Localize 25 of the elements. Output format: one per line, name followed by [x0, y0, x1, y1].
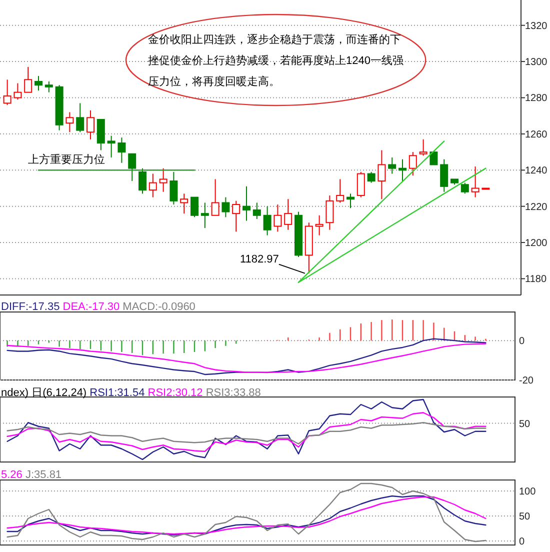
text: DIFF:-17.35	[1, 300, 63, 313]
y-tick-label: -20	[519, 376, 534, 386]
y-tick-label: 1220	[525, 202, 548, 213]
y-tick-label: 100	[519, 486, 536, 498]
text: 5.26	[1, 468, 26, 481]
y-tick-label: 1180	[525, 274, 547, 286]
annotation: 上方重要压力位	[28, 153, 105, 166]
text: 1182.97	[240, 253, 279, 266]
annotation: 金价收阳止四连跌，逐步企稳趋于震荡，而连番的下挫促使金价上行趋势减缓，若能再度站上1240一线强压力位，将再度回暖走高。	[148, 33, 404, 88]
text: RSI3:33.88	[206, 386, 261, 399]
y-tick-label: 1300	[525, 57, 548, 68]
y-tick-label: 1320	[525, 20, 548, 32]
chart-title: ndex) 日(6,12,24)	[1, 386, 90, 399]
y-tick-label: 1200	[525, 238, 548, 250]
text: MACD:-0.0960	[122, 300, 196, 313]
text: RSI1:31.54	[90, 386, 148, 399]
y-tick-label: 0	[519, 536, 525, 548]
y-tick-label: 50	[519, 512, 531, 522]
y-tick-label: 1280	[525, 93, 548, 104]
text: DEA:-17.30	[62, 300, 123, 313]
text: J:35.81	[25, 468, 62, 481]
y-tick-label: 1240	[525, 166, 548, 177]
y-tick-label: 0	[519, 336, 525, 348]
y-tick-label: 1260	[525, 129, 548, 140]
text: RSI2:30.12	[148, 386, 206, 399]
